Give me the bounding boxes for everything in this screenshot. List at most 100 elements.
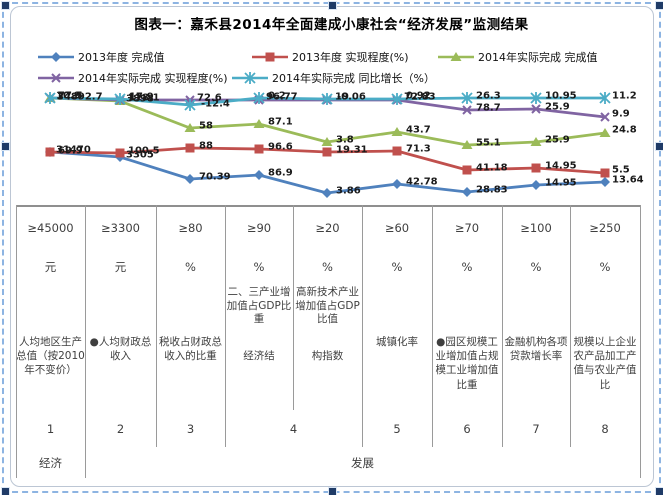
table-separator bbox=[570, 205, 571, 447]
legend-item-2[interactable]: 2013年度 实现程度(%) bbox=[252, 50, 409, 64]
data-label: 43.7 bbox=[406, 124, 431, 135]
data-label: 24.8 bbox=[612, 124, 637, 135]
target-cell: ≥60 bbox=[384, 220, 410, 235]
data-label: 0.92 bbox=[406, 90, 431, 101]
data-label: 34892.7 bbox=[57, 91, 103, 102]
unit-cell: % bbox=[530, 259, 542, 274]
data-label: 96.6 bbox=[268, 141, 293, 152]
data-label: 42.78 bbox=[406, 176, 438, 187]
asterisk-marker bbox=[391, 93, 403, 105]
chart-title: 图表一：嘉禾县2014年全面建成小康社会“经济发展”监测结果 bbox=[134, 17, 529, 33]
unit-cell: % bbox=[185, 259, 196, 274]
legend-item-1[interactable]: 2013年度 完成值 bbox=[38, 50, 165, 64]
data-label: 25.9 bbox=[545, 134, 570, 145]
unit-cell: % bbox=[322, 259, 333, 274]
table-border-right bbox=[640, 205, 641, 478]
data-label: 10.95 bbox=[545, 90, 577, 101]
square-marker bbox=[254, 144, 264, 154]
data-label: 87.1 bbox=[268, 116, 293, 127]
diamond-marker bbox=[51, 52, 61, 62]
target-cell: ≥90 bbox=[246, 220, 272, 235]
diamond-marker bbox=[185, 174, 195, 184]
subheader-cell: 高新技术产业增加值占GDP比值 bbox=[295, 286, 360, 326]
legend-item-3[interactable]: 2014年实际完成 完成值 bbox=[438, 50, 598, 64]
triangle-marker bbox=[599, 128, 611, 137]
indicator-number-cell: 2 bbox=[116, 421, 125, 436]
indicator-number-cell: 7 bbox=[532, 421, 540, 436]
diamond-marker bbox=[462, 187, 472, 197]
triangle-marker bbox=[461, 140, 473, 149]
data-label: 72.83 bbox=[404, 91, 436, 102]
data-label: 96.77 bbox=[266, 91, 298, 102]
indicator-name-cell: ●园区规模工业增加值占规模工业增加值比重 bbox=[435, 336, 499, 391]
data-label: 72.6 bbox=[197, 92, 222, 103]
unit-cell: % bbox=[253, 259, 265, 274]
data-label: 19.31 bbox=[336, 144, 368, 155]
asterisk-marker bbox=[321, 93, 333, 105]
selection-handle-bottom-left[interactable] bbox=[1, 487, 10, 495]
x-marker bbox=[600, 112, 610, 122]
x-marker bbox=[462, 105, 472, 115]
data-label: 55.1 bbox=[476, 137, 501, 148]
asterisk-marker bbox=[530, 92, 542, 104]
square-marker bbox=[531, 163, 541, 173]
data-label: 86.9 bbox=[268, 167, 293, 178]
target-cell: ≥3300 bbox=[101, 220, 140, 235]
data-label: 17.9 bbox=[129, 91, 154, 102]
data-label: 69.9 bbox=[58, 145, 83, 156]
legend-label: 2013年度 完成值 bbox=[78, 51, 165, 64]
selection-handle-top-center[interactable] bbox=[328, 1, 337, 10]
triangle-marker bbox=[321, 137, 333, 146]
diamond-marker bbox=[322, 188, 332, 198]
data-label: 70.39 bbox=[199, 171, 231, 182]
target-cell: ≥45000 bbox=[27, 220, 74, 235]
selection-handle-top-left[interactable] bbox=[1, 1, 10, 10]
diamond-marker bbox=[531, 180, 541, 190]
indicator-number-cell: 8 bbox=[601, 421, 609, 436]
data-label: 9.9 bbox=[612, 108, 630, 119]
legend-item-5[interactable]: 2014年实际完成 同比增长（%） bbox=[232, 71, 435, 85]
legend-item-4[interactable]: 2014年实际完成 实现程度(%) bbox=[38, 71, 228, 85]
data-label: 71.3 bbox=[406, 143, 431, 154]
legend-key-icon bbox=[232, 72, 268, 84]
asterisk-marker bbox=[44, 92, 56, 104]
data-label: 25.9 bbox=[545, 101, 570, 112]
asterisk-marker bbox=[184, 99, 196, 111]
legend-key-icon bbox=[38, 73, 74, 83]
diamond-marker bbox=[392, 179, 402, 189]
data-label: 26.3 bbox=[476, 90, 501, 101]
selection-handle-right-middle[interactable] bbox=[655, 142, 663, 151]
data-label: 78.7 bbox=[476, 102, 501, 113]
indicator-number-cell: 3 bbox=[186, 421, 195, 436]
unit-cell: % bbox=[391, 259, 403, 274]
data-label: 5.5 bbox=[612, 164, 630, 175]
selection-handle-top-right[interactable] bbox=[655, 1, 663, 10]
square-marker bbox=[115, 148, 125, 158]
data-label: 28.83 bbox=[476, 184, 508, 195]
data-label: 3898 bbox=[126, 93, 154, 104]
data-label: 77.5 bbox=[58, 90, 83, 101]
selection-handle-left-middle[interactable] bbox=[1, 142, 10, 151]
indicator-name-cell: 税收占财政总收入的比重 bbox=[159, 336, 222, 363]
legend-label: 2014年实际完成 同比增长（%） bbox=[272, 72, 435, 85]
data-label: 118.1 bbox=[128, 92, 160, 103]
indicator-number-cell: 4 bbox=[289, 421, 298, 436]
indicator-name-cell: 经济结 bbox=[243, 350, 275, 362]
data-label: 3.8 bbox=[336, 134, 354, 145]
legend-key-icon bbox=[438, 52, 474, 61]
selection-handle-bottom-right[interactable] bbox=[655, 487, 663, 495]
unit-cell: % bbox=[461, 259, 473, 274]
indicator-number-cell: 6 bbox=[463, 421, 471, 436]
asterisk-marker bbox=[114, 93, 126, 105]
data-label: -12.4 bbox=[201, 98, 230, 109]
target-cell: ≥250 bbox=[589, 220, 621, 235]
asterisk-marker bbox=[244, 72, 256, 84]
selection-handle-bottom-center[interactable] bbox=[328, 487, 337, 495]
triangle-marker bbox=[450, 52, 462, 61]
diamond-marker bbox=[600, 177, 610, 187]
table-separator bbox=[85, 205, 86, 478]
data-label: 10.9 bbox=[56, 90, 81, 101]
square-marker bbox=[392, 146, 402, 156]
